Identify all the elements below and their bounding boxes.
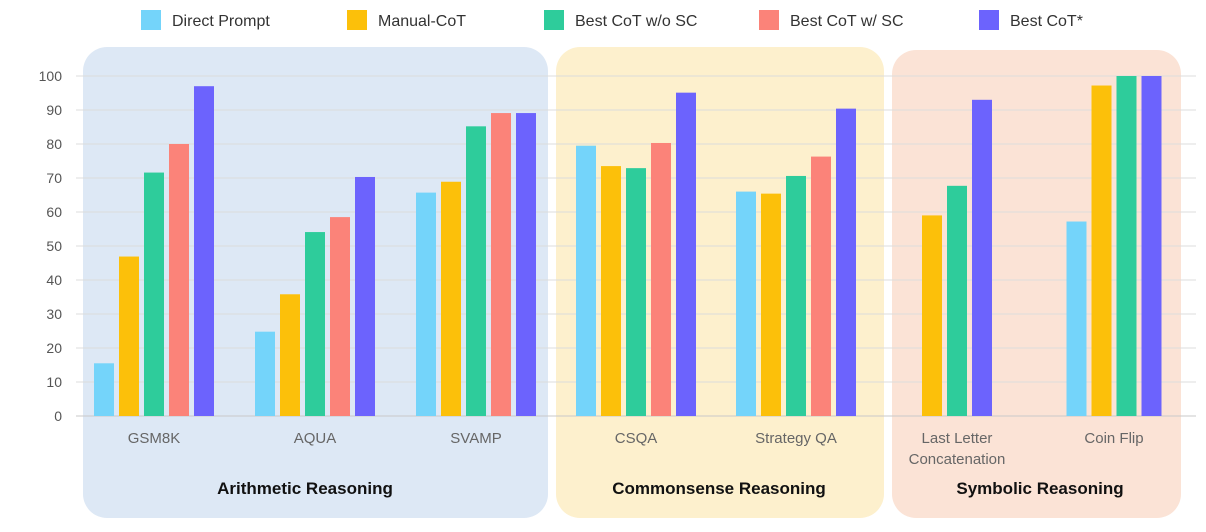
y-tick-label-90: 90 [46, 102, 62, 118]
bar-coin-flip-best-cot-w-o-sc [1116, 76, 1137, 416]
x-tick-label-csqa: CSQA [615, 430, 658, 447]
bar-gsm8k-manual-cot [119, 256, 139, 416]
legend-item-direct-prompt: Direct Prompt [141, 10, 270, 30]
legend-label-manual-cot: Manual-CoT [378, 13, 466, 30]
bar-csqa-direct-prompt [576, 145, 596, 416]
y-tick-label-60: 60 [46, 204, 62, 220]
bar-svamp-best-cot-w-sc [491, 113, 511, 416]
bar-gsm8k-direct-prompt [94, 363, 114, 416]
bar-aqua-manual-cot [280, 294, 300, 416]
x-axis-labels: GSM8K AQUA SVAMP CSQA Strategy QA Last Letter… [128, 430, 1144, 468]
bar-strategy-qa-direct-prompt [736, 191, 756, 416]
legend-swatch-manual-cot [347, 10, 367, 30]
bar-strategy-qa-best-cot [836, 108, 856, 416]
bar-svamp-direct-prompt [416, 192, 436, 416]
y-tick-label-0: 0 [54, 408, 62, 424]
bar-svamp-best-cot [516, 113, 536, 416]
bar-aqua-direct-prompt [255, 331, 275, 416]
bar-last-letter-concatenation-best-cot [972, 99, 992, 417]
legend-label-direct-prompt: Direct Prompt [172, 13, 270, 30]
bar-coin-flip-best-cot [1141, 76, 1162, 416]
bar-gsm8k-best-cot-w-sc [169, 144, 189, 416]
bar-csqa-best-cot [676, 92, 696, 416]
x-tick-label-svamp: SVAMP [450, 430, 501, 447]
bar-csqa-manual-cot [601, 166, 621, 416]
y-axis-ticks: 0 10 20 30 40 50 60 70 80 90 100 [39, 68, 63, 424]
legend-item-best-cot-w-sc: Best CoT w/ SC [759, 10, 904, 30]
y-tick-label-80: 80 [46, 136, 62, 152]
x-tick-label-aqua: AQUA [294, 430, 337, 447]
bar-last-letter-concatenation-manual-cot [922, 215, 942, 416]
legend-swatch-direct-prompt [141, 10, 161, 30]
bar-coin-flip-manual-cot [1091, 85, 1112, 417]
bar-aqua-best-cot-w-sc [330, 217, 350, 416]
bars [94, 76, 1162, 417]
legend-item-best-cot: Best CoT* [979, 10, 1083, 30]
bar-csqa-best-cot-w-sc [651, 142, 671, 417]
group-label-arithmetic-reasoning: Arithmetic Reasoning [217, 479, 393, 498]
legend: Direct Prompt Manual-CoT Best CoT w/o SC Be… [141, 10, 1083, 30]
legend-label-best-cot-w-sc: Best CoT w/ SC [790, 13, 904, 30]
group-label-symbolic-reasoning: Symbolic Reasoning [956, 479, 1123, 498]
legend-swatch-best-cot-w-o-sc [544, 10, 564, 30]
group-labels: Arithmetic Reasoning Commonsense Reasonin… [217, 479, 1123, 498]
legend-label-best-cot-w-o-sc: Best CoT w/o SC [575, 13, 697, 30]
x-tick-label-last-letter-concatenation-line-2: Concatenation [909, 451, 1006, 468]
bar-strategy-qa-best-cot-w-sc [811, 156, 831, 416]
bar-gsm8k-best-cot-w-o-sc [144, 172, 164, 416]
y-tick-label-30: 30 [46, 306, 62, 322]
legend-item-best-cot-w-o-sc: Best CoT w/o SC [544, 10, 697, 30]
bar-csqa-best-cot-w-o-sc [626, 168, 646, 416]
x-tick-label-coin-flip: Coin Flip [1084, 430, 1143, 447]
x-tick-label-strategy-qa: Strategy QA [755, 430, 837, 447]
y-tick-label-50: 50 [46, 238, 62, 254]
y-tick-label-100: 100 [39, 68, 63, 84]
y-tick-label-10: 10 [46, 374, 62, 390]
bar-last-letter-concatenation-best-cot-w-o-sc [947, 185, 967, 416]
bar-aqua-best-cot-w-o-sc [305, 232, 325, 416]
x-tick-label-gsm8k: GSM8K [128, 430, 181, 447]
bar-gsm8k-best-cot [194, 86, 214, 416]
legend-label-best-cot: Best CoT* [1010, 13, 1083, 30]
bar-coin-flip-direct-prompt [1066, 221, 1087, 416]
bar-strategy-qa-best-cot-w-o-sc [786, 175, 806, 416]
bar-aqua-best-cot [355, 176, 375, 416]
y-tick-label-70: 70 [46, 170, 62, 186]
legend-swatch-best-cot [979, 10, 999, 30]
y-tick-label-40: 40 [46, 272, 62, 288]
group-label-commonsense-reasoning: Commonsense Reasoning [612, 479, 826, 498]
x-tick-label-last-letter-concatenation-line-1: Last Letter [922, 430, 993, 447]
bar-svamp-best-cot-w-o-sc [466, 126, 486, 416]
y-tick-label-20: 20 [46, 340, 62, 356]
bar-svamp-manual-cot [441, 181, 461, 416]
bar-strategy-qa-manual-cot [761, 193, 781, 416]
legend-swatch-best-cot-w-sc [759, 10, 779, 30]
legend-item-manual-cot: Manual-CoT [347, 10, 466, 30]
